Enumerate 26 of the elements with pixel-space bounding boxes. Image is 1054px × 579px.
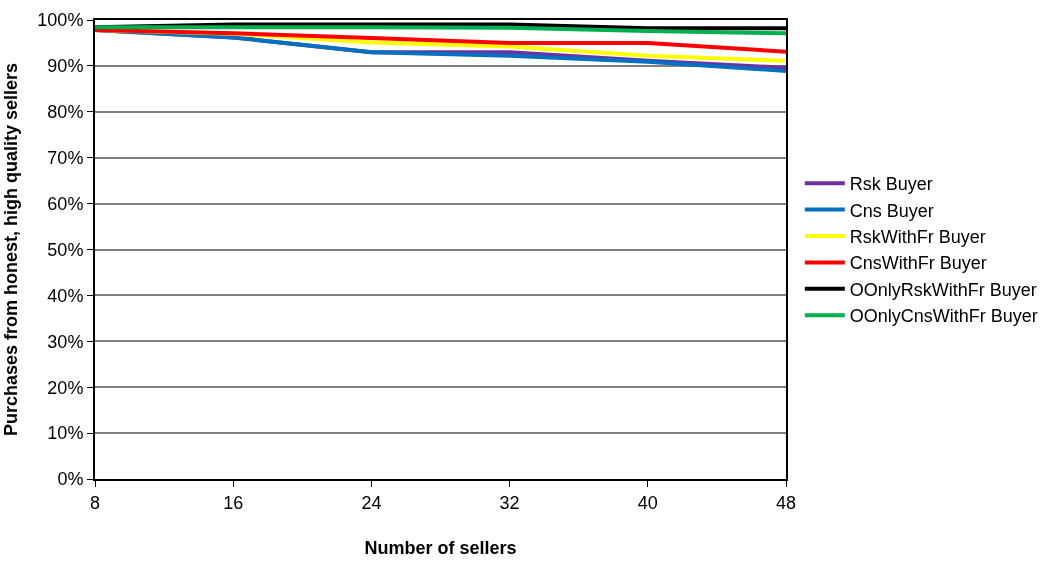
- legend-label: CnsWithFr Buyer: [849, 253, 987, 274]
- y-tick-label: 30%: [47, 331, 84, 352]
- y-tick-label: 90%: [47, 56, 84, 77]
- y-tick-label: 70%: [47, 148, 84, 168]
- y-tick-label: 50%: [47, 239, 84, 260]
- x-tick-label: 24: [361, 492, 382, 513]
- legend-label: OOnlyCnsWithFr Buyer: [849, 306, 1038, 327]
- y-tick-label: 80%: [47, 102, 84, 123]
- y-tick-label: 100%: [37, 10, 84, 31]
- y-tick-label: 60%: [47, 193, 84, 214]
- y-tick-label: 0%: [57, 469, 84, 490]
- legend-label: RskWithFr Buyer: [849, 227, 986, 248]
- y-tick-label: 20%: [47, 377, 84, 398]
- x-tick-label: 32: [499, 492, 520, 513]
- x-tick-label: 8: [89, 492, 101, 513]
- line-series: [95, 28, 786, 54]
- y-tick-label: 10%: [47, 423, 84, 444]
- x-tick-label: 48: [775, 492, 797, 513]
- x-axis-title: Number of sellers: [364, 538, 517, 559]
- y-axis-title: Purchases from honest, high quality sellers: [1, 62, 22, 437]
- legend-label: OOnlyRskWithFr Buyer: [849, 279, 1037, 300]
- legend-label: Rsk Buyer: [849, 174, 933, 195]
- y-tick-label: 40%: [47, 285, 84, 306]
- legend-label: Cns Buyer: [849, 200, 934, 221]
- x-tick-label: 16: [223, 492, 244, 513]
- x-tick-label: 40: [637, 492, 658, 513]
